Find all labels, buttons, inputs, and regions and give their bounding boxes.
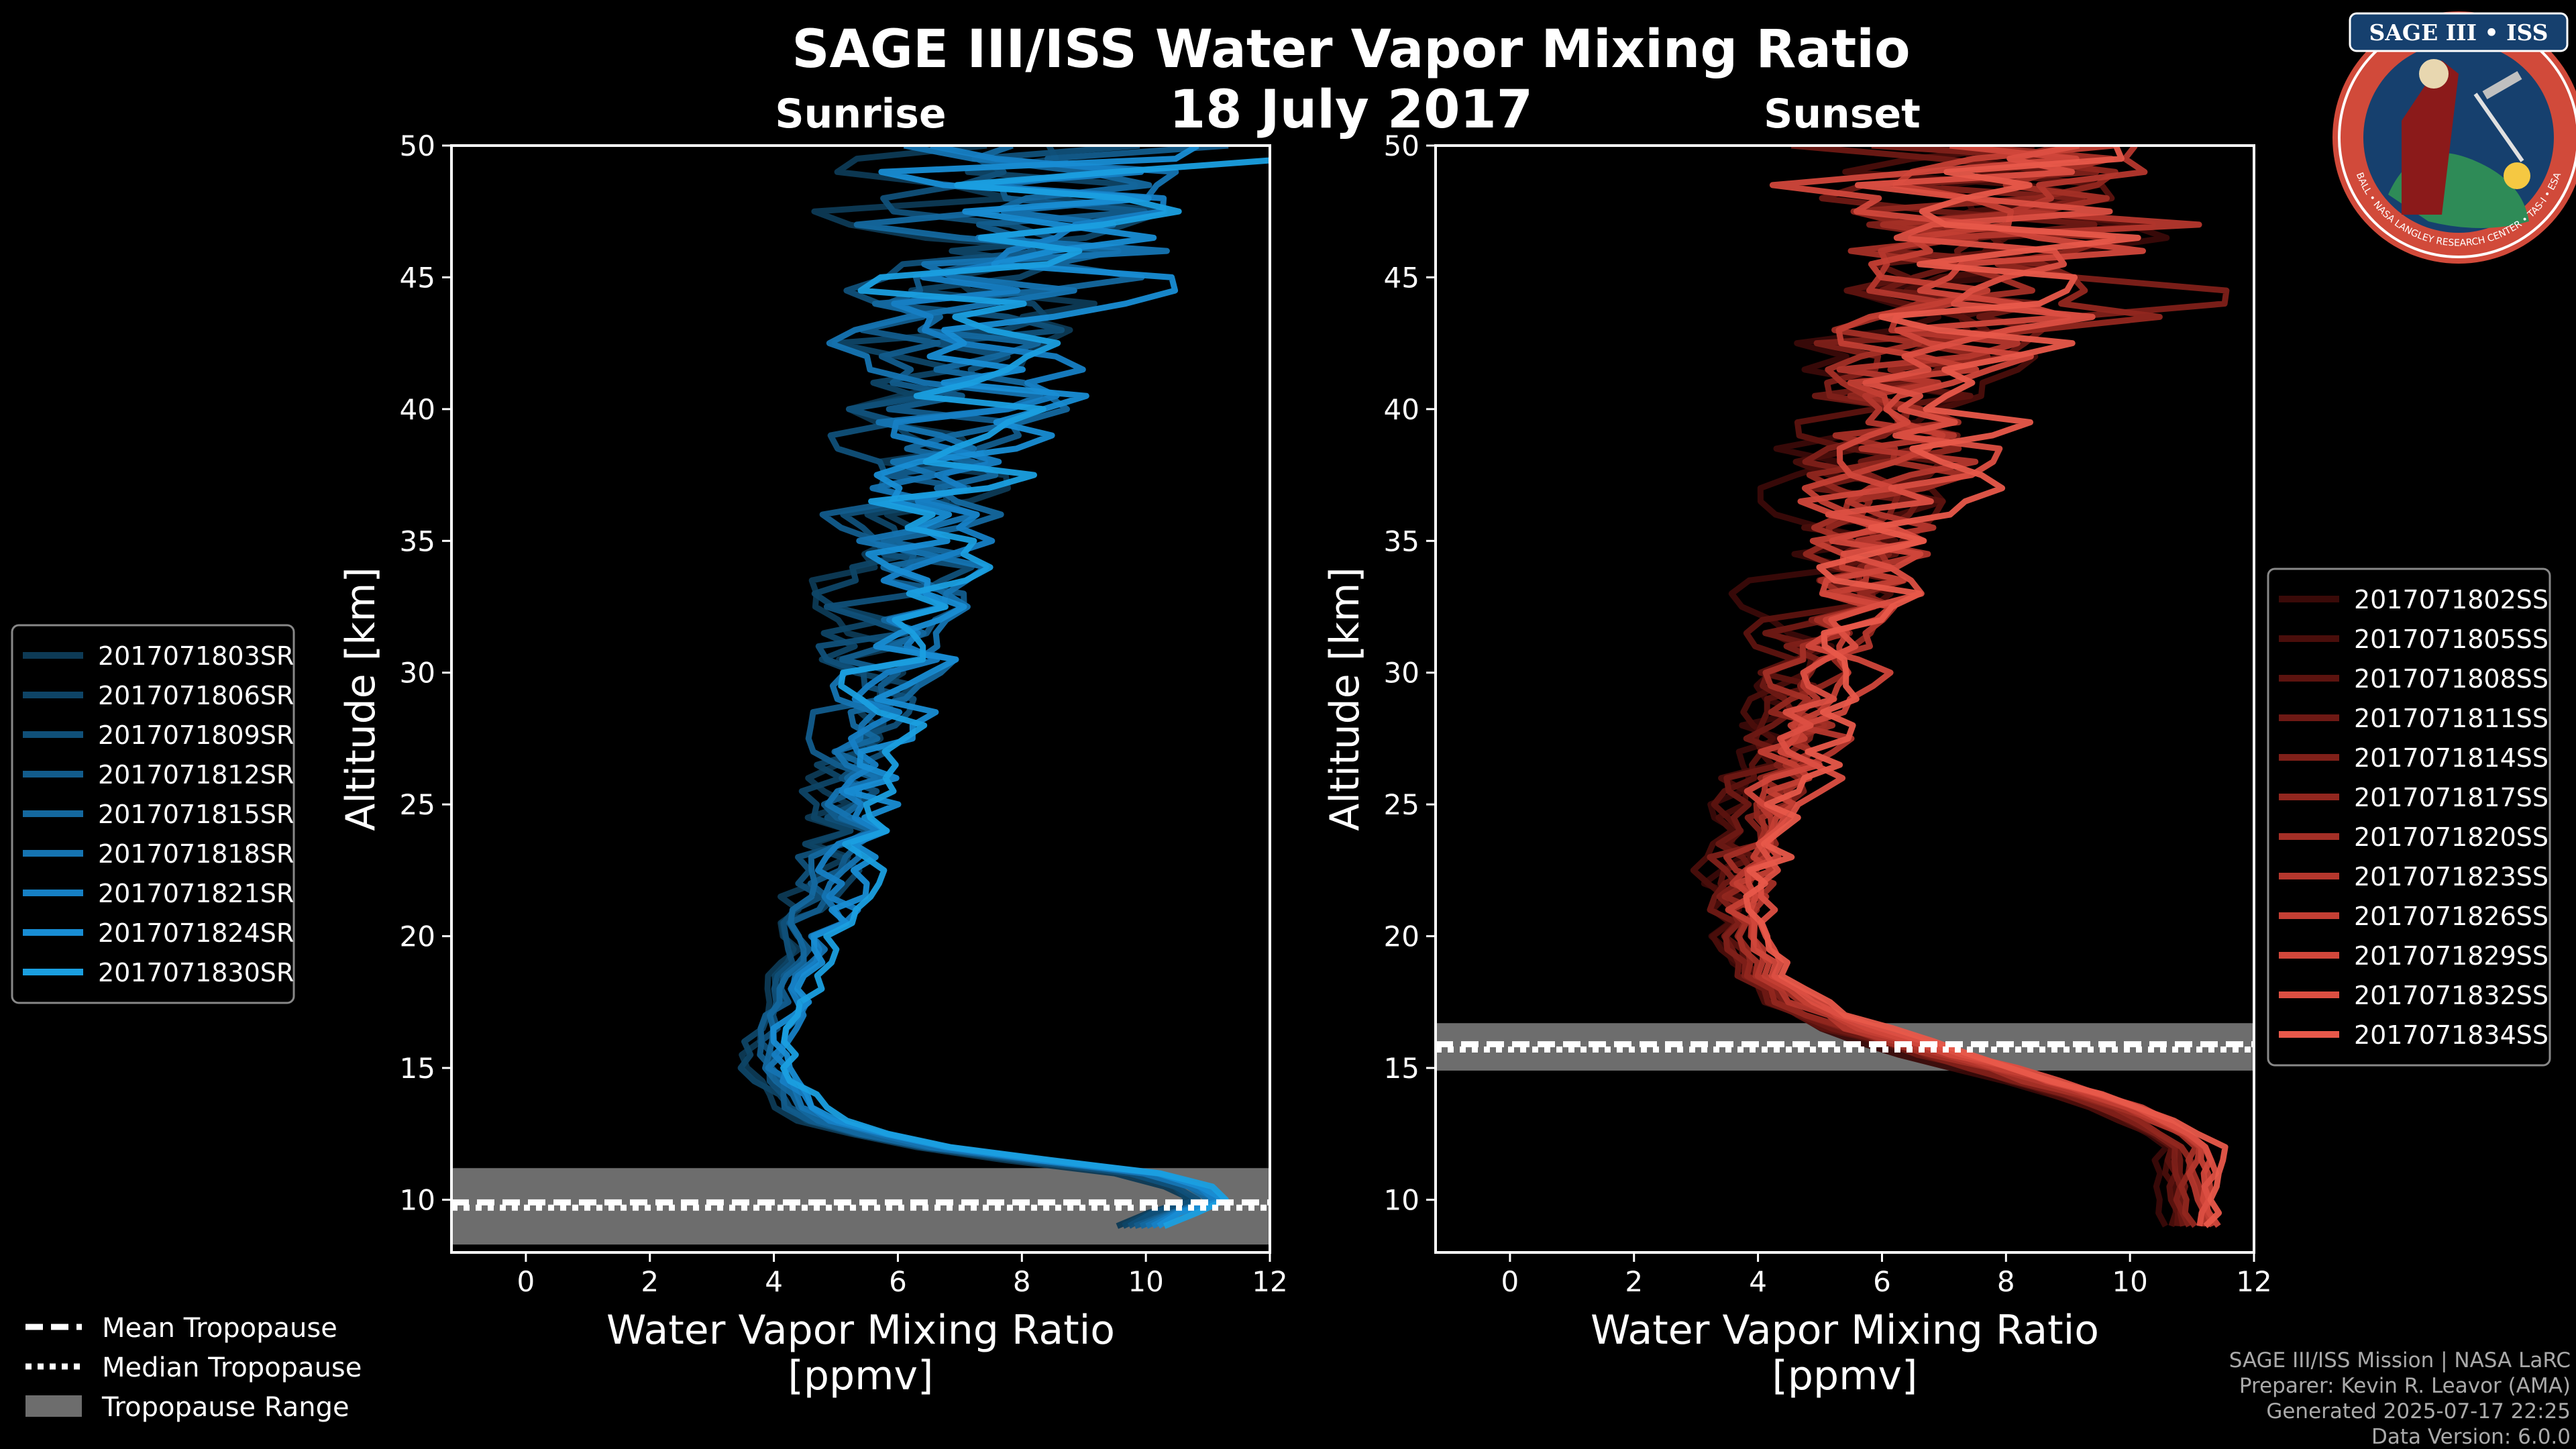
sunrise-xtick-label-6: 6: [889, 1265, 907, 1298]
sunrise-ytick-label-15: 15: [400, 1052, 435, 1085]
sunrise-legend-label-2017071821SR: 2017071821SR: [98, 879, 294, 908]
sage-iii-iss-logo: SAGE III • ISS BALL • NASA LANGLEY RESEA…: [2332, 11, 2576, 264]
sunset-ytick-label-25: 25: [1384, 788, 1419, 821]
sunset-panel: 0 2 4 6 8 10 12 10 15 20 25 30 35 40 45 50 Water Vapor M…: [1322, 129, 2272, 1399]
tropopause-range-label: Tropopause Range: [101, 1392, 350, 1423]
sunset-ytick-label-45: 45: [1384, 261, 1419, 294]
sunset-legend-label-2017071802SS: 2017071802SS: [2354, 585, 2548, 614]
credit-preparer: Preparer: Kevin R. Leavor (AMA): [2239, 1374, 2571, 1398]
sunrise-ytick-label-30: 30: [400, 657, 435, 690]
sunset-legend-label-2017071814SS: 2017071814SS: [2354, 743, 2548, 773]
sunset-ytick-label-50: 50: [1384, 129, 1419, 162]
sunrise-xtick-label-8: 8: [1013, 1265, 1031, 1298]
sunset-ytick-label-40: 40: [1384, 393, 1419, 426]
sunset-xtick-label-4: 4: [1749, 1265, 1767, 1298]
sunset-legend-label-2017071811SS: 2017071811SS: [2354, 704, 2548, 733]
tropopause-range-swatch: [25, 1395, 82, 1417]
sunrise-ytick-label-10: 10: [400, 1183, 435, 1216]
sunrise-xtick-label-2: 2: [641, 1265, 659, 1298]
sunset-legend-label-2017071832SS: 2017071832SS: [2354, 981, 2548, 1010]
sunset-ytick-label-15: 15: [1384, 1052, 1419, 1085]
sunset-xtick-label-8: 8: [1997, 1265, 2015, 1298]
credits: SAGE III/ISS Mission | NASA LaRC Prepare…: [2229, 1348, 2571, 1449]
sunrise-ytick-label-20: 20: [400, 920, 435, 953]
sunrise-legend-box: [11, 624, 295, 1004]
sunrise-panel: 0 2 4 6 8 10 12 10 15 20 25 30 35 40 45 50 Water Vapor M…: [337, 129, 1288, 1399]
credit-generated: Generated 2025-07-17 22:25: [2266, 1399, 2571, 1424]
credit-mission: SAGE III/ISS Mission | NASA LaRC: [2229, 1348, 2571, 1373]
sunset-xtick-label-6: 6: [1873, 1265, 1891, 1298]
sunrise-yaxis-label: Altitude [km]: [337, 567, 384, 831]
sunrise-profile-2017071830SR: [780, 146, 1270, 1229]
sunset-legend-label-2017071820SS: 2017071820SS: [2354, 822, 2548, 852]
sunrise-xtick-label-10: 10: [1128, 1265, 1163, 1298]
sunset-legend-label-2017071805SS: 2017071805SS: [2354, 625, 2548, 654]
sunrise-xtick-label-12: 12: [1252, 1265, 1287, 1298]
sunrise-profile-2017071821SR: [771, 146, 1218, 1229]
sunrise-plot-area: [451, 146, 1270, 1245]
sunrise-legend-label-2017071815SR: 2017071815SR: [98, 800, 294, 829]
sunset-xtick-label-0: 0: [1501, 1265, 1519, 1298]
sunset-xaxis-label-line-2: [ppmv]: [1772, 1352, 1918, 1399]
sunset-legend-label-2017071808SS: 2017071808SS: [2354, 664, 2548, 694]
median-tropopause-label: Median Tropopause: [102, 1352, 362, 1383]
sunrise-xtick-label-4: 4: [765, 1265, 783, 1298]
sunset-ytick-label-35: 35: [1384, 525, 1419, 557]
sunset-profile-2017071823SS: [1729, 146, 2210, 1227]
sunrise-legend-label-2017071812SR: 2017071812SR: [98, 760, 294, 790]
sunrise-xaxis-label-line-2: [ppmv]: [788, 1352, 934, 1399]
sunrise-ytick-label-40: 40: [400, 393, 435, 426]
sunrise-legend: 2017071803SR 2017071806SR 2017071809SR 2017…: [11, 624, 295, 1004]
sunset-legend-label-2017071817SS: 2017071817SS: [2354, 783, 2548, 812]
credit-version: Data Version: 6.0.0: [2371, 1425, 2571, 1449]
sunset-legend-label-2017071826SS: 2017071826SS: [2354, 902, 2548, 931]
sunset-panel-title: Sunset: [1764, 91, 1921, 138]
sunrise-legend-label-2017071830SR: 2017071830SR: [98, 958, 294, 987]
sunrise-legend-label-2017071803SR: 2017071803SR: [98, 641, 294, 671]
sun-icon: [2504, 162, 2530, 189]
sunrise-legend-label-2017071824SR: 2017071824SR: [98, 918, 294, 948]
astronomer-head-icon: [2419, 59, 2449, 89]
sunset-ytick-label-10: 10: [1384, 1183, 1419, 1216]
sunrise-legend-label-2017071806SR: 2017071806SR: [98, 681, 294, 710]
sunrise-ytick-label-50: 50: [400, 129, 435, 162]
sunset-legend-label-2017071834SS: 2017071834SS: [2354, 1020, 2548, 1050]
sunset-xtick-label-2: 2: [1625, 1265, 1643, 1298]
mean-tropopause-label: Mean Tropopause: [102, 1313, 337, 1344]
tropopause-legend: Mean Tropopause Median Tropopause Tropop…: [25, 1313, 362, 1423]
sunrise-legend-label-2017071809SR: 2017071809SR: [98, 720, 294, 750]
space-station-icon: [2482, 70, 2522, 100]
sunrise-xaxis-label-line-1: Water Vapor Mixing Ratio: [606, 1307, 1115, 1354]
sunrise-xtick-label-0: 0: [517, 1265, 535, 1298]
sunset-xtick-label-10: 10: [2112, 1265, 2147, 1298]
sunrise-ytick-label-35: 35: [400, 525, 435, 557]
logo-title: SAGE III • ISS: [2369, 19, 2548, 46]
figure-title: SAGE III/ISS Water Vapor Mixing Ratio: [792, 19, 1910, 80]
sunset-xtick-label-12: 12: [2236, 1265, 2271, 1298]
sunrise-panel-title: Sunrise: [775, 91, 946, 138]
figure-date: 18 July 2017: [1169, 80, 1533, 140]
sunrise-ytick-label-45: 45: [400, 261, 435, 294]
sunset-legend-label-2017071829SS: 2017071829SS: [2354, 941, 2548, 971]
sunset-legend-box: [2267, 568, 2551, 1067]
sunset-axes-frame: [1434, 144, 2255, 1254]
telescope-beam-icon: [2473, 93, 2524, 162]
sunset-ytick-label-30: 30: [1384, 657, 1419, 690]
sunrise-axes-frame: [450, 144, 1271, 1254]
sunset-yaxis-label: Altitude [km]: [1322, 567, 1368, 831]
sunset-ytick-label-20: 20: [1384, 920, 1419, 953]
sunrise-ytick-label-25: 25: [400, 788, 435, 821]
sunset-legend-label-2017071823SS: 2017071823SS: [2354, 862, 2548, 892]
astronomer-figure-icon: [2402, 60, 2459, 215]
logo-banner: [2349, 12, 2569, 52]
sunset-legend: 2017071802SS 2017071805SS 2017071808SS 2017…: [2267, 568, 2551, 1067]
sunrise-legend-label-2017071818SR: 2017071818SR: [98, 839, 294, 869]
sunset-plot-area: [1436, 146, 2254, 1228]
sunset-xaxis-label-line-1: Water Vapor Mixing Ratio: [1591, 1307, 2099, 1354]
